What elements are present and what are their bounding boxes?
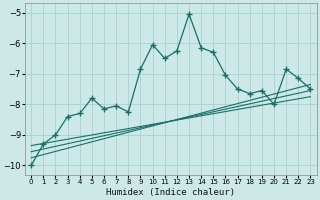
X-axis label: Humidex (Indice chaleur): Humidex (Indice chaleur) — [106, 188, 235, 197]
